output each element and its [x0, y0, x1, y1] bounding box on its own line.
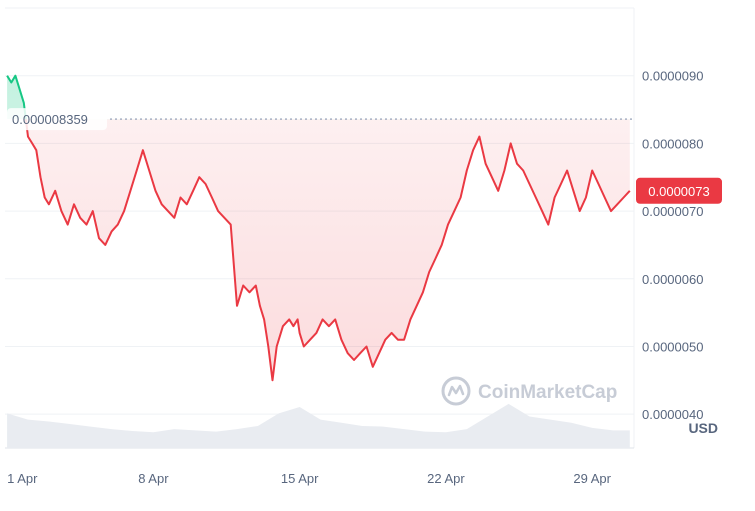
x-tick-label: 29 Apr — [573, 471, 611, 486]
x-tick-label: 8 Apr — [138, 471, 169, 486]
coinmarketcap-logo-icon — [441, 376, 471, 406]
volume-area — [7, 403, 630, 448]
current-price-label: 0.0000073 — [648, 184, 709, 199]
price-line-layer — [6, 74, 631, 382]
y-tick-label: 0.0000080 — [642, 136, 703, 151]
reference-label-bg — [7, 108, 107, 131]
coinmarketcap-logo-mark — [447, 384, 465, 397]
price-line-below — [24, 119, 631, 382]
price-fill — [7, 75, 630, 381]
volume-area-path — [7, 403, 630, 448]
x-tick-label: 1 Apr — [7, 471, 38, 486]
y-tick-label: 0.0000050 — [642, 339, 703, 354]
x-tick-label: 15 Apr — [281, 471, 319, 486]
reference-line-layer: 0.000008359 0.0000073 — [7, 108, 722, 204]
watermark-text: CoinMarketCap — [478, 382, 617, 403]
currency-label: USD — [688, 420, 718, 436]
current-price-badge — [636, 177, 722, 204]
y-tick-label: 0.0000060 — [642, 272, 703, 287]
y-tick-label: 0.0000070 — [642, 204, 703, 219]
reference-label: 0.000008359 — [12, 112, 88, 127]
coinmarketcap-watermark: CoinMarketCap — [441, 376, 617, 406]
y-tick-label: 0.0000040 — [642, 407, 703, 422]
y-tick-label: 0.0000090 — [642, 69, 703, 84]
watermark: CoinMarketCap — [441, 376, 617, 406]
axis-layer: 0.0000090 0.0000080 0.0000070 0.0000060 0.00… — [7, 69, 718, 486]
x-tick-label: 22 Apr — [427, 471, 465, 486]
price-fill-below — [25, 119, 630, 381]
